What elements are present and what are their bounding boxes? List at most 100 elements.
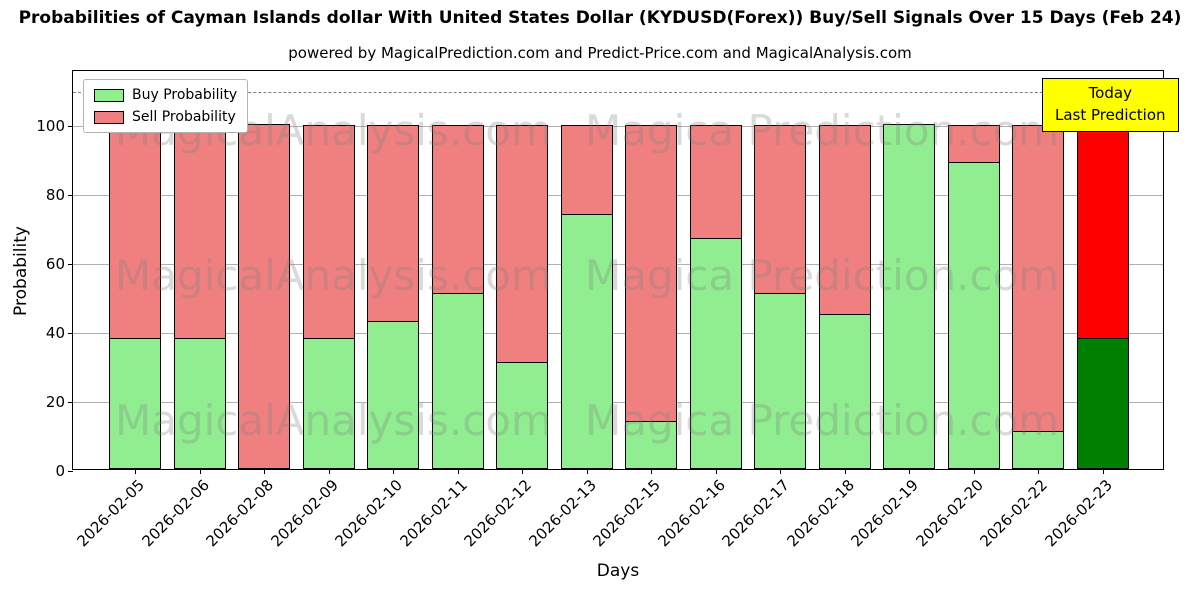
buy-segment (754, 293, 807, 469)
x-tick-label-text: 2026-02-22 (976, 476, 1051, 551)
legend-label-buy: Buy Probability (132, 87, 238, 103)
gridline (73, 402, 1163, 404)
x-tick-mark (457, 469, 459, 474)
x-tick-mark (586, 469, 588, 474)
sell-segment (238, 124, 291, 469)
bar (754, 125, 807, 469)
x-tick-label-text: 2026-02-11 (396, 476, 471, 551)
y-tick-label: 20 (45, 393, 65, 412)
x-tick-mark (973, 469, 975, 474)
x-tick-mark (522, 469, 524, 474)
bar (109, 125, 162, 469)
y-tick-mark (68, 333, 73, 335)
y-tick-mark (68, 471, 73, 472)
sell-segment (1012, 125, 1065, 433)
sell-segment (625, 125, 678, 422)
x-tick-label-text: 2026-02-08 (202, 476, 277, 551)
bar (1012, 125, 1065, 469)
x-tick-mark (780, 469, 782, 474)
buy-segment (173, 337, 226, 469)
x-tick-label-text: 2026-02-17 (718, 476, 793, 551)
buy-segment (302, 337, 355, 469)
buy-segment (947, 162, 1000, 469)
x-tick-mark (264, 469, 266, 474)
x-tick-mark (199, 469, 201, 474)
x-tick-label-text: 2026-02-23 (1041, 476, 1116, 551)
y-tick-label: 60 (45, 255, 65, 274)
y-tick-label: 40 (45, 324, 65, 343)
x-tick-mark (1038, 469, 1040, 474)
y-tick-mark (68, 126, 73, 128)
gridline (73, 195, 1163, 197)
x-tick-label-text: 2026-02-06 (138, 476, 213, 551)
buy-segment (1076, 337, 1129, 469)
dashed-threshold-line (73, 91, 1163, 93)
y-tick-mark (68, 402, 73, 404)
sell-segment (689, 125, 742, 239)
x-tick-label-text: 2026-02-09 (267, 476, 342, 551)
buy-color-swatch (94, 88, 124, 102)
bar-today (1076, 125, 1129, 469)
x-tick-label-text: 2026-02-19 (847, 476, 922, 551)
sell-segment (560, 125, 613, 215)
x-tick-mark (651, 469, 653, 474)
x-tick-mark (393, 469, 395, 474)
y-tick-label: 0 (55, 462, 65, 480)
buy-segment (818, 313, 871, 469)
gridline (73, 333, 1163, 335)
plot-area: Probability Days Buy Probability Sell Pr… (11, 70, 1164, 581)
y-tick-label: 80 (45, 186, 65, 205)
bar (238, 124, 291, 469)
x-tick-label-text: 2026-02-05 (73, 476, 148, 551)
gridline (73, 264, 1163, 266)
bar (818, 125, 871, 469)
bar (689, 125, 742, 469)
buy-segment (367, 320, 420, 469)
x-tick-label-text: 2026-02-12 (460, 476, 535, 551)
legend-label-sell: Sell Probability (132, 109, 236, 125)
x-tick-mark (1102, 469, 1104, 474)
bar (947, 125, 1000, 469)
bar (302, 125, 355, 469)
chart-title: Probabilities of Cayman Islands dollar W… (18, 8, 1182, 28)
y-tick-mark (68, 264, 73, 266)
buy-segment (560, 213, 613, 469)
bar (496, 125, 549, 469)
bar (367, 125, 420, 469)
sell-segment (173, 125, 226, 339)
x-tick-label-text: 2026-02-10 (331, 476, 406, 551)
sell-segment (302, 125, 355, 339)
today-annotation: Today Last Prediction (1042, 78, 1179, 132)
x-tick-mark (328, 469, 330, 474)
x-tick-mark (844, 469, 846, 474)
chart-subtitle: powered by MagicalPrediction.com and Pre… (288, 44, 912, 62)
sell-segment (109, 125, 162, 339)
bar (560, 125, 613, 469)
buy-segment (883, 124, 936, 469)
buy-segment (431, 293, 484, 469)
today-annotation-line1: Today (1088, 84, 1132, 102)
sell-segment (754, 125, 807, 295)
x-tick-mark (909, 469, 911, 474)
x-tick-label-text: 2026-02-15 (589, 476, 664, 551)
x-tick-mark (715, 469, 717, 474)
bar (625, 125, 678, 469)
today-annotation-line2: Last Prediction (1055, 105, 1166, 124)
bar (883, 124, 936, 469)
y-tick-mark (68, 195, 73, 197)
buy-segment (689, 237, 742, 469)
buy-segment (496, 362, 549, 469)
x-tick-label-text: 2026-02-20 (912, 476, 987, 551)
x-tick-label-text: 2026-02-18 (783, 476, 858, 551)
x-tick-label-text: 2026-02-13 (525, 476, 600, 551)
bar (431, 125, 484, 469)
buy-segment (625, 420, 678, 469)
x-tick-mark (135, 469, 137, 474)
legend: Buy Probability Sell Probability (83, 79, 249, 133)
x-axis-label: Days (596, 561, 640, 581)
y-tick-label: 100 (36, 117, 65, 136)
sell-segment (947, 125, 1000, 164)
sell-segment (1076, 125, 1129, 339)
sell-color-swatch (94, 110, 124, 124)
